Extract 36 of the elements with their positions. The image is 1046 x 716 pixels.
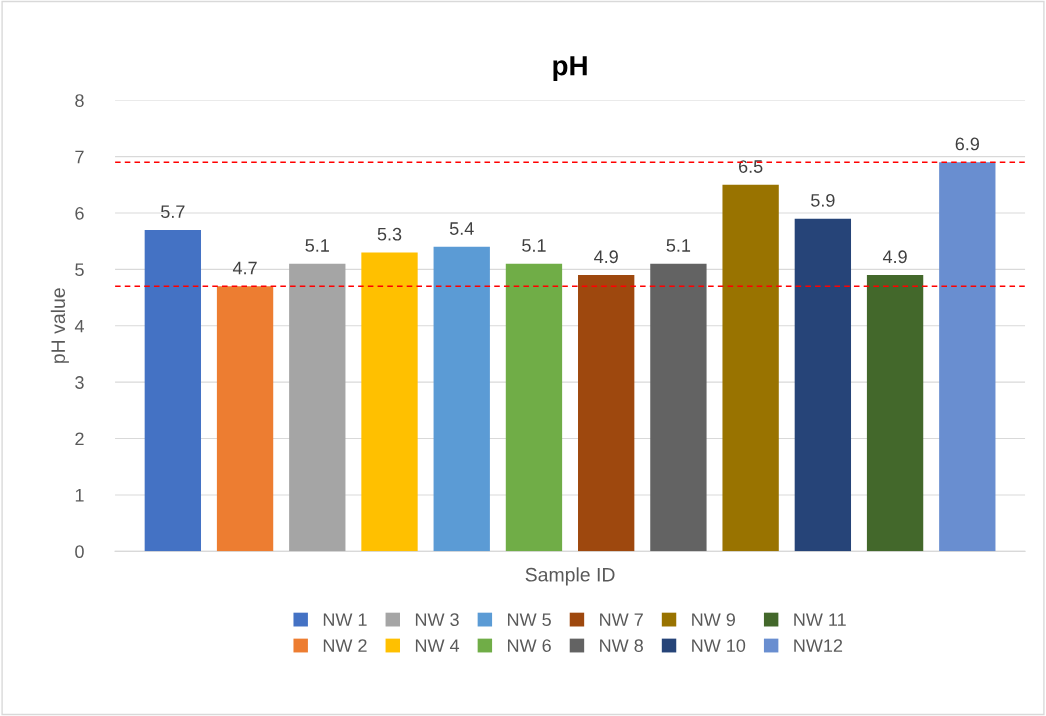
legend-label: NW 9 <box>692 613 735 627</box>
y-tick-label: 2 <box>75 432 84 446</box>
y-tick-label: 4 <box>74 319 84 333</box>
legend-label: NW 7 <box>600 613 643 626</box>
y-tick-label: 6 <box>75 206 84 220</box>
data-label: 6.5 <box>739 160 763 173</box>
legend-label: NW 6 <box>508 639 551 652</box>
data-label: 5.1 <box>305 239 329 252</box>
data-label: 5.7 <box>161 205 185 219</box>
y-tick-label: 3 <box>75 376 84 389</box>
legend-label: NW 5 <box>508 613 551 627</box>
data-label: 4.7 <box>232 261 257 275</box>
x-axis-title: Sample ID <box>525 567 615 586</box>
legend-label: NW 11 <box>794 613 846 626</box>
data-label: 5.4 <box>449 222 474 235</box>
legend-label: NW 4 <box>415 639 460 652</box>
data-label: 5.1 <box>666 239 691 252</box>
data-label: 4.9 <box>594 250 618 264</box>
legend-label: NW 2 <box>323 639 367 652</box>
y-tick-label: 7 <box>75 150 84 164</box>
y-tick-label: 0 <box>75 545 84 559</box>
y-tick-label: 5 <box>75 263 84 277</box>
y-axis-title: pH value <box>50 288 69 363</box>
data-label: 5.9 <box>811 193 835 207</box>
legend-label: NW 8 <box>600 639 643 652</box>
y-tick-label: 1 <box>75 489 84 502</box>
legend-label: NW 3 <box>415 613 459 627</box>
y-tick-label: 8 <box>75 94 84 107</box>
data-label: 5.1 <box>522 239 546 252</box>
data-label: 6.9 <box>955 137 979 151</box>
legend-label: NW12 <box>794 639 843 652</box>
chart-title: pH <box>553 56 587 81</box>
data-label: 5.3 <box>377 227 402 241</box>
data-label: 4.9 <box>882 250 907 264</box>
legend-label: NW 1 <box>323 613 367 626</box>
legend-label: NW 10 <box>692 639 746 652</box>
